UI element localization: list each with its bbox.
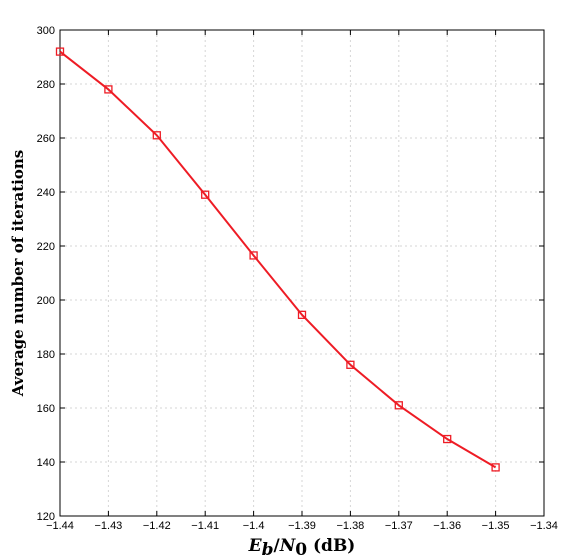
x-tick-label: −1.37 bbox=[385, 520, 413, 532]
x-tick-label: −1.43 bbox=[94, 520, 122, 532]
x-tick-label: −1.4 bbox=[243, 520, 265, 532]
x-tick-label: −1.38 bbox=[336, 520, 364, 532]
xlabel-slash: / bbox=[273, 536, 280, 556]
xlabel-b-subscript: b bbox=[262, 540, 274, 560]
x-tick-label: −1.42 bbox=[143, 520, 171, 532]
x-tick-label: −1.39 bbox=[288, 520, 316, 532]
y-tick-label: 260 bbox=[37, 133, 55, 145]
y-tick-label: 120 bbox=[37, 511, 55, 523]
data-point-marker bbox=[104, 85, 113, 94]
xlabel-n: N bbox=[279, 536, 297, 556]
data-point-marker bbox=[201, 190, 210, 199]
series-line bbox=[59, 50, 497, 469]
x-axis-label: Eb/N0 (dB) bbox=[248, 536, 356, 560]
grid-lines bbox=[60, 30, 544, 516]
y-tick-label: 180 bbox=[37, 349, 55, 361]
data-point-marker bbox=[346, 360, 355, 369]
data-point-marker bbox=[249, 251, 258, 260]
y-tick-label: 160 bbox=[37, 403, 55, 415]
plot-frame bbox=[59, 29, 545, 517]
x-tick-label: −1.34 bbox=[530, 520, 558, 532]
data-point-marker bbox=[55, 47, 65, 56]
data-point-marker bbox=[491, 463, 500, 472]
x-tick-labels: −1.44 −1.43 −1.42 −1.41 −1.4 −1.39 −1.38 −1.37 −… bbox=[46, 520, 558, 532]
xlabel-unit: (dB) bbox=[307, 536, 355, 556]
x-tick-label: −1.44 bbox=[46, 520, 74, 532]
y-tick-label: 240 bbox=[37, 187, 55, 199]
x-tick-label: −1.35 bbox=[482, 520, 510, 532]
xlabel-e: E bbox=[248, 536, 263, 556]
y-tick-label: 300 bbox=[37, 25, 55, 37]
y-axis-label: Average number of iterations bbox=[9, 150, 27, 397]
x-tick-label: −1.41 bbox=[191, 520, 219, 532]
data-point-marker bbox=[394, 401, 403, 410]
series-markers bbox=[55, 47, 500, 472]
x-tick-label: −1.36 bbox=[433, 520, 461, 532]
y-tick-label: 140 bbox=[37, 457, 55, 469]
data-point-marker bbox=[152, 131, 161, 140]
y-tick-labels: 120 140 160 180 200 220 240 260 280 300 bbox=[37, 25, 55, 523]
y-tick-label: 280 bbox=[37, 79, 55, 91]
data-point-marker bbox=[297, 310, 307, 320]
xlabel-zero-subscript: 0 bbox=[295, 540, 307, 560]
axis-ticks bbox=[59, 29, 545, 517]
y-tick-label: 200 bbox=[37, 295, 55, 307]
data-point-marker bbox=[443, 434, 452, 444]
y-tick-label: 220 bbox=[37, 241, 55, 253]
